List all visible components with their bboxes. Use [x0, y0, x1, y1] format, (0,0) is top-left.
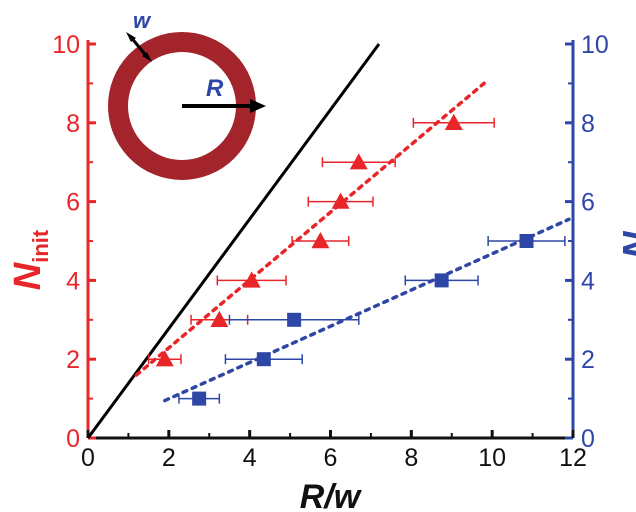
right-tick-label: 8 [581, 110, 595, 138]
n-init-point [331, 192, 350, 209]
width-label: w [133, 8, 152, 33]
n-point [519, 234, 534, 248]
n-init-point [242, 271, 261, 288]
radius-arrow-head [250, 99, 266, 113]
right-axis-title: N [614, 230, 636, 259]
left-tick-label: 6 [66, 189, 80, 217]
n-init-point [311, 232, 330, 249]
n-init-point [349, 153, 368, 170]
n-init-point [155, 350, 174, 367]
x-tick-label: 12 [559, 444, 587, 472]
ring-inset: w R [108, 8, 266, 180]
n-point [192, 391, 207, 406]
n-point [434, 273, 449, 288]
left-tick-label: 2 [66, 346, 80, 374]
left-axis-title: Ninit [7, 229, 53, 290]
n-point [256, 352, 271, 367]
n-init-fit-line [134, 81, 486, 377]
left-tick-label: 8 [66, 110, 80, 138]
left-tick-label: 0 [66, 425, 80, 453]
x-tick-label: 8 [404, 444, 418, 472]
width-arrow-head-top [126, 32, 136, 42]
right-tick-label: 4 [581, 267, 595, 295]
left-axis-title-symbol: N [7, 261, 49, 290]
radius-label: R [206, 75, 224, 102]
x-tick-label: 0 [81, 444, 95, 472]
right-tick-label: 0 [581, 425, 595, 453]
right-tick-label: 2 [581, 346, 595, 374]
left-tick-label: 10 [52, 31, 80, 59]
x-tick-label: 2 [162, 444, 176, 472]
x-axis-title: R/w [300, 478, 363, 512]
n-init-point [444, 113, 463, 130]
n-fit-line [163, 217, 571, 403]
right-tick-label: 10 [581, 31, 609, 59]
plot-area: 0 2 4 6 8 10 0 2 4 6 8 10 0 2 4 6 8 10 12 [52, 31, 609, 472]
left-tick-label: 4 [66, 267, 80, 295]
width-arrow-head-bottom [142, 52, 152, 62]
right-tick-label: 6 [581, 189, 595, 217]
x-tick-label: 10 [478, 444, 506, 472]
x-tick-label: 6 [324, 444, 338, 472]
left-axis-title-subscript: init [28, 229, 53, 263]
n-point [287, 312, 302, 327]
x-tick-label: 4 [243, 444, 257, 472]
n-init-point [210, 310, 229, 327]
reference-line [86, 43, 381, 439]
